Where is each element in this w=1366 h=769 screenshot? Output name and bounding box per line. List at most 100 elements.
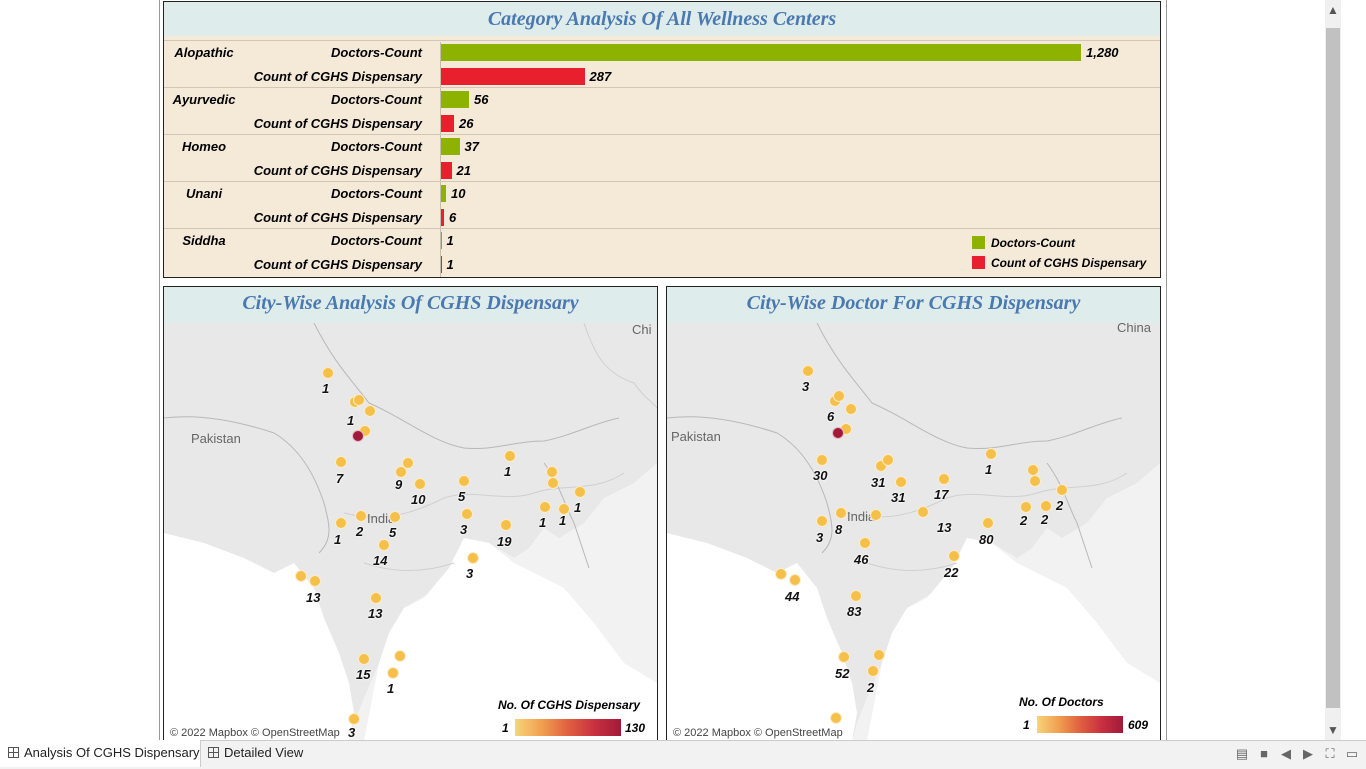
city-marker[interactable]	[832, 427, 844, 439]
city-marker[interactable]	[467, 552, 479, 564]
bar-value-cghs: 26	[459, 116, 474, 131]
scrollbar-thumb[interactable]	[1326, 28, 1340, 708]
city-marker[interactable]	[358, 653, 370, 665]
category-name: Siddha	[182, 233, 226, 248]
city-marker[interactable]	[895, 476, 907, 488]
single-view-icon[interactable]: ■	[1260, 746, 1268, 761]
city-marker[interactable]	[1056, 484, 1068, 496]
bar-doctors-count[interactable]	[441, 91, 469, 108]
city-marker[interactable]	[378, 539, 390, 551]
city-marker[interactable]	[389, 511, 401, 523]
tab-detailed-view[interactable]: Detailed View	[200, 740, 334, 767]
city-marker[interactable]	[870, 509, 882, 521]
city-marker[interactable]	[414, 478, 426, 490]
city-marker[interactable]	[352, 430, 364, 442]
city-marker[interactable]	[816, 454, 828, 466]
city-marker[interactable]	[789, 574, 801, 586]
city-value-label: 2	[867, 680, 875, 695]
city-value-label: 5	[389, 525, 397, 540]
bar-cghs-count[interactable]	[441, 256, 442, 273]
scroll-down-icon[interactable]: ▼	[1327, 723, 1339, 737]
city-value-label: 1	[504, 464, 512, 479]
city-marker[interactable]	[775, 568, 787, 580]
city-value-label: 1	[334, 532, 342, 547]
previous-sheet-icon[interactable]: ◀	[1281, 746, 1291, 761]
legend-label-cghs: Count of CGHS Dispensary	[991, 256, 1147, 270]
city-marker[interactable]	[816, 515, 828, 527]
grid-view-icon[interactable]: ▤	[1235, 746, 1249, 761]
city-marker[interactable]	[1029, 475, 1041, 487]
fullscreen-icon[interactable]: ⛶	[1325, 746, 1335, 761]
city-doctor-map[interactable]: City-Wise Doctor For CGHS Dispensary Pak…	[666, 286, 1161, 742]
city-marker[interactable]	[938, 473, 950, 485]
map-attribution[interactable]: © 2022 Mapbox © OpenStreetMap	[170, 727, 340, 739]
measure-label-doctors: Doctors-Count	[331, 139, 422, 154]
bar-cghs-count[interactable]	[441, 209, 444, 226]
city-marker[interactable]	[364, 405, 376, 417]
city-marker[interactable]	[322, 367, 334, 379]
city-marker[interactable]	[335, 517, 347, 529]
city-marker[interactable]	[353, 394, 365, 406]
city-marker[interactable]	[985, 448, 997, 460]
city-marker[interactable]	[833, 390, 845, 402]
bar-cghs-count[interactable]	[441, 162, 452, 179]
city-marker[interactable]	[850, 590, 862, 602]
city-marker[interactable]	[917, 506, 929, 518]
city-marker[interactable]	[859, 537, 871, 549]
measure-label-doctors: Doctors-Count	[331, 233, 422, 248]
city-marker[interactable]	[558, 503, 570, 515]
bar-doctors-count[interactable]	[441, 232, 442, 249]
city-marker[interactable]	[500, 519, 512, 531]
left-color-legend-bar	[515, 719, 621, 736]
city-marker[interactable]	[982, 517, 994, 529]
city-marker[interactable]	[387, 667, 399, 679]
measure-label-cghs: Count of CGHS Dispensary	[253, 257, 422, 272]
city-marker[interactable]	[355, 510, 367, 522]
tab-detailed-view-label: Detailed View	[224, 745, 304, 760]
scroll-up-icon[interactable]: ▲	[1327, 3, 1339, 17]
city-marker[interactable]	[504, 450, 516, 462]
city-marker[interactable]	[547, 477, 559, 489]
city-marker[interactable]	[802, 365, 814, 377]
next-sheet-icon[interactable]: ▶	[1303, 746, 1313, 761]
city-marker[interactable]	[394, 650, 406, 662]
city-marker[interactable]	[402, 457, 414, 469]
city-marker[interactable]	[539, 501, 551, 513]
bar-doctors-count[interactable]	[441, 138, 460, 155]
city-marker[interactable]	[295, 570, 307, 582]
tab-analysis[interactable]: Analysis Of CGHS Dispensary	[0, 740, 201, 767]
city-marker[interactable]	[309, 575, 321, 587]
city-marker[interactable]	[867, 665, 879, 677]
bar-doctors-count[interactable]	[441, 185, 446, 202]
city-marker[interactable]	[835, 507, 847, 519]
left-color-legend-title: No. Of CGHS Dispensary	[498, 698, 641, 712]
right-map-title: City-Wise Doctor For CGHS Dispensary	[667, 287, 1160, 323]
presentation-icon[interactable]: ▭	[1345, 746, 1359, 761]
bar-cghs-count[interactable]	[441, 68, 585, 85]
bar-cghs-count[interactable]	[441, 115, 454, 132]
city-value-label: 44	[785, 589, 800, 604]
city-marker[interactable]	[948, 550, 960, 562]
city-value-label: 1	[322, 381, 330, 396]
city-dispensary-map[interactable]: City-Wise Analysis Of CGHS Dispensary Pa…	[163, 286, 658, 742]
city-marker[interactable]	[574, 486, 586, 498]
city-marker[interactable]	[395, 466, 407, 478]
left-map-basemap	[164, 323, 657, 741]
city-marker[interactable]	[461, 508, 473, 520]
city-marker[interactable]	[1040, 500, 1052, 512]
bar-doctors-count[interactable]	[441, 44, 1081, 61]
city-marker[interactable]	[335, 456, 347, 468]
city-marker[interactable]	[1020, 501, 1032, 513]
city-marker[interactable]	[370, 592, 382, 604]
city-marker[interactable]	[882, 454, 894, 466]
city-marker[interactable]	[845, 403, 857, 415]
map-attribution[interactable]: © 2022 Mapbox © OpenStreetMap	[673, 727, 843, 739]
city-marker[interactable]	[873, 649, 885, 661]
city-marker[interactable]	[830, 712, 842, 724]
city-marker[interactable]	[348, 713, 360, 725]
category-row-unani: Unani Doctors-Count Count of CGHS Dispensa…	[164, 181, 1160, 229]
country-label-pakistan: Pakistan	[191, 431, 241, 446]
measure-label-doctors: Doctors-Count	[331, 186, 422, 201]
city-marker[interactable]	[458, 475, 470, 487]
city-marker[interactable]	[838, 651, 850, 663]
